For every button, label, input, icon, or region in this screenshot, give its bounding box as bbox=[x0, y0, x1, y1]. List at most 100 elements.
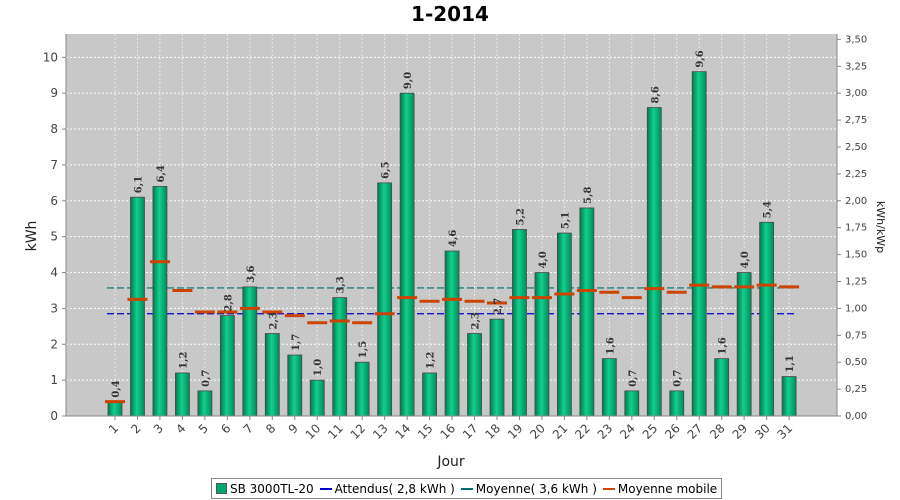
data-label-22: 5,8 bbox=[583, 187, 594, 204]
data-label-18: 2,7 bbox=[493, 298, 504, 315]
legend-item-moving-average: Moyenne mobile bbox=[602, 481, 718, 496]
x-tick-label-9: 9 bbox=[286, 421, 301, 436]
data-label-1: 0,4 bbox=[111, 380, 122, 397]
data-label-27: 9,6 bbox=[695, 50, 706, 67]
data-label-24: 0,7 bbox=[628, 369, 639, 386]
y-tick-label: 9 bbox=[50, 86, 58, 100]
data-label-7: 3,6 bbox=[246, 265, 257, 282]
data-labels: 0,4 6,1 6,4 1,2 0,7 2,8 3,6 2,3 1,7 1,0 3,3 1,5 6,5 9… bbox=[111, 50, 796, 397]
y2-tick-label: 0,25 bbox=[845, 384, 867, 395]
bar-14 bbox=[399, 92, 415, 417]
legend-swatch-expected bbox=[319, 487, 332, 490]
y2-tick-label: 3,00 bbox=[845, 88, 867, 99]
data-label-29: 4,0 bbox=[740, 251, 751, 268]
data-label-28: 1,6 bbox=[718, 337, 729, 354]
x-tick-label-2: 2 bbox=[128, 421, 143, 436]
data-label-31: 1,1 bbox=[785, 355, 796, 372]
x-tick-label-16: 16 bbox=[437, 421, 458, 442]
bar-1 bbox=[107, 401, 123, 417]
x-tick-label-19: 19 bbox=[505, 421, 526, 442]
y-tick-label: 5 bbox=[50, 230, 58, 244]
y2-tick-label: 1,75 bbox=[845, 223, 867, 234]
x-tick-label-13: 13 bbox=[370, 421, 391, 442]
bar-24 bbox=[624, 390, 640, 417]
x-tick-label-31: 31 bbox=[775, 421, 796, 442]
data-label-11: 3,3 bbox=[336, 276, 347, 293]
legend-label-moving-average: Moyenne mobile bbox=[617, 481, 718, 496]
data-label-4: 1,2 bbox=[178, 352, 189, 369]
data-label-12: 1,5 bbox=[358, 341, 369, 358]
legend: SB 3000TL-20 Attendus( 2,8 kWh ) Moyenne… bbox=[211, 478, 723, 499]
y-tick-label: 0 bbox=[50, 409, 58, 423]
x-tick-label-10: 10 bbox=[303, 421, 324, 442]
x-tick-label-27: 27 bbox=[685, 421, 706, 442]
bar-10 bbox=[309, 379, 325, 417]
x-tick-label-1: 1 bbox=[106, 421, 121, 436]
bar-12 bbox=[354, 361, 370, 417]
x-tick-label-28: 28 bbox=[707, 421, 728, 442]
bar-9 bbox=[287, 354, 303, 417]
bar-20 bbox=[534, 272, 550, 417]
legend-swatch-production bbox=[216, 483, 227, 494]
x-tick-label-4: 4 bbox=[173, 421, 188, 436]
y2-tick-label: 3,25 bbox=[845, 61, 867, 72]
data-label-9: 1,7 bbox=[291, 334, 302, 351]
y-tick-label: 10 bbox=[43, 50, 58, 64]
data-label-16: 4,6 bbox=[448, 230, 459, 247]
data-label-14: 9,0 bbox=[403, 72, 414, 89]
x-tick-label-5: 5 bbox=[196, 421, 211, 436]
data-label-3: 6,4 bbox=[156, 165, 167, 182]
data-label-10: 1,0 bbox=[313, 359, 324, 376]
y-tick-label: 1 bbox=[50, 373, 58, 387]
y-tick-label: 8 bbox=[50, 122, 58, 136]
y-tick-label: 2 bbox=[50, 337, 58, 351]
legend-label-production: SB 3000TL-20 bbox=[230, 481, 314, 496]
y2-tick-label: 1,00 bbox=[845, 303, 867, 314]
moving-average bbox=[105, 260, 800, 404]
bar-3 bbox=[152, 186, 168, 417]
x-tick-label-3: 3 bbox=[151, 421, 166, 436]
y-tick-label: 3 bbox=[50, 301, 58, 315]
legend-item-expected: Attendus( 2,8 kWh ) bbox=[319, 481, 455, 496]
y2-tick-label: 2,25 bbox=[845, 169, 867, 180]
x-tick-label-23: 23 bbox=[595, 421, 616, 442]
y2-axis-label: kWh/kWp bbox=[874, 201, 887, 253]
bar-13 bbox=[377, 182, 393, 417]
data-label-19: 5,2 bbox=[515, 208, 526, 225]
bar-4 bbox=[175, 372, 190, 417]
legend-swatch-average bbox=[460, 487, 473, 490]
bar-2 bbox=[130, 196, 145, 417]
y2-tick-label: 0,00 bbox=[845, 411, 867, 422]
bar-16 bbox=[444, 250, 460, 417]
x-tick-label-29: 29 bbox=[730, 421, 751, 442]
legend-item-production: SB 3000TL-20 bbox=[216, 482, 314, 496]
bar-15 bbox=[422, 372, 437, 417]
bar-6 bbox=[219, 315, 235, 417]
y2-tick-label: 1,25 bbox=[845, 276, 867, 287]
data-label-23: 1,6 bbox=[605, 337, 616, 354]
y2-tick-label: 3,50 bbox=[845, 34, 867, 45]
bar-23 bbox=[601, 358, 617, 417]
data-label-8: 2,3 bbox=[268, 312, 279, 329]
x-tick-label-20: 20 bbox=[527, 421, 548, 442]
bar-27 bbox=[691, 71, 707, 417]
bar-22 bbox=[579, 207, 595, 417]
x-tick-label-11: 11 bbox=[325, 421, 346, 442]
x-tick-label-30: 30 bbox=[752, 421, 773, 442]
bar-5 bbox=[197, 390, 213, 417]
bar-21 bbox=[557, 232, 572, 417]
bar-17 bbox=[467, 333, 482, 417]
y-tick-label: 4 bbox=[50, 266, 58, 280]
x-axis-label: Jour bbox=[436, 454, 465, 470]
bar-19 bbox=[512, 229, 527, 417]
data-label-6: 2,8 bbox=[223, 294, 234, 311]
bar-25 bbox=[646, 107, 662, 417]
legend-label-expected: Attendus( 2,8 kWh ) bbox=[334, 481, 455, 496]
x-tick-label-6: 6 bbox=[218, 421, 233, 436]
legend-label-average: Moyenne( 3,6 kWh ) bbox=[475, 481, 597, 496]
x-tick-label-15: 15 bbox=[415, 421, 436, 442]
x-tick-label-22: 22 bbox=[572, 421, 593, 442]
y2-tick-label: 0,50 bbox=[845, 357, 867, 368]
x-tick-label-26: 26 bbox=[662, 421, 683, 442]
